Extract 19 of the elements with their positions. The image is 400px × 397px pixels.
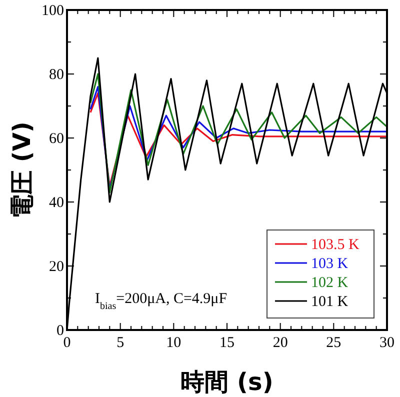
- legend-label: 103.5 K: [311, 237, 360, 253]
- y-tick-label: 80: [49, 67, 64, 83]
- x-tick-label: 10: [166, 335, 182, 351]
- x-tick-label: 30: [380, 335, 394, 351]
- x-tick-label: 15: [220, 335, 234, 351]
- x-tick-label: 5: [116, 335, 124, 351]
- x-axis-title: 時間 (s): [180, 368, 274, 396]
- y-axis-title: 電圧 (V): [8, 122, 36, 218]
- y-tick-label: 40: [49, 195, 64, 211]
- x-tick-label: 25: [326, 335, 342, 351]
- y-tick-label: 100: [42, 3, 64, 19]
- legend-label: 103 K: [311, 256, 348, 272]
- x-tick-label: 20: [272, 335, 288, 351]
- y-tick-label: 0: [56, 323, 64, 339]
- y-tick-label: 20: [49, 259, 64, 275]
- y-tick-label: 60: [49, 131, 64, 147]
- legend-label: 101 K: [311, 294, 348, 310]
- annotation: I$_{bias}$=200μA, C=4.9μF: [95, 291, 228, 312]
- legend-label: 102 K: [311, 275, 348, 291]
